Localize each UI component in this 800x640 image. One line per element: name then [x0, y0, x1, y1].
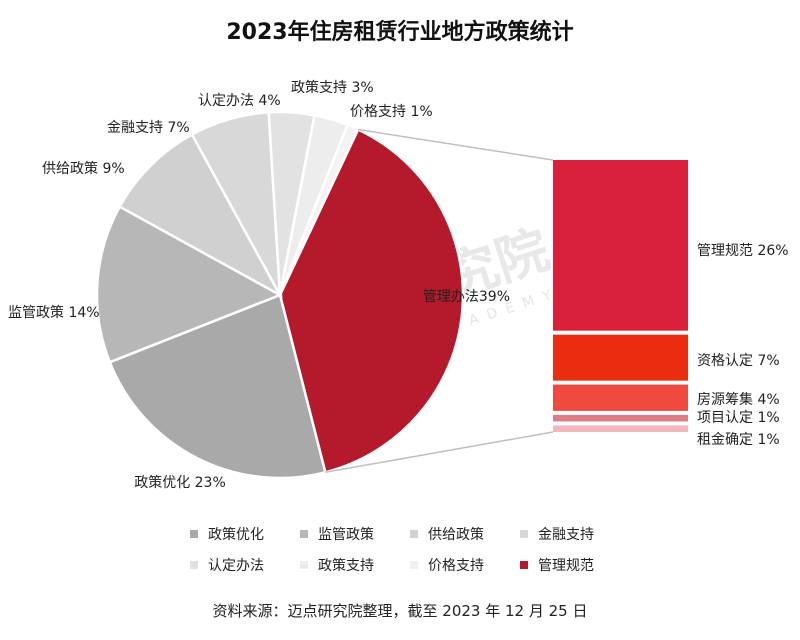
legend-swatch [300, 529, 308, 538]
connector-top [357, 128, 554, 161]
pie-label-4: 供给政策 9% [42, 160, 125, 177]
legend-swatch [190, 560, 198, 569]
legend-item: 价格支持 [410, 555, 520, 575]
bar-segment-5 [553, 425, 688, 432]
legend-item: 政策支持 [300, 555, 410, 575]
bar-segment-3 [553, 384, 688, 411]
legend-swatch [520, 560, 528, 569]
pie-label-2: 政策优化 23% [134, 474, 226, 491]
legend-label: 管理规范 [538, 557, 594, 574]
pie-label-1: 管理办法39% [423, 289, 510, 305]
legend-item: 供给政策 [410, 524, 520, 544]
legend-swatch [300, 560, 308, 569]
pie-slice-2 [108, 293, 327, 480]
legend-item: 金融支持 [520, 524, 630, 544]
chart-title: 2023年住房租赁行业地方政策统计 [226, 20, 574, 45]
pie-chart [95, 110, 465, 480]
pie-label-7: 政策支持 3% [291, 79, 374, 96]
pie-label-3: 监管政策 14% [8, 304, 100, 321]
bar-segment-4 [553, 414, 688, 422]
stacked-bar [553, 160, 688, 432]
legend-swatch [520, 529, 528, 538]
bar-label-4: 项目认定 1% [697, 410, 780, 426]
legend-label: 政策优化 [208, 526, 264, 543]
connector-lines [325, 128, 554, 474]
legend-row: 政策优化 监管政策 供给政策 金融支持 [190, 518, 630, 549]
legend-swatch [410, 560, 418, 569]
pie-slice-1 [278, 127, 465, 474]
legend-label: 供给政策 [428, 526, 484, 543]
pie-label-8: 价格支持 1% [350, 104, 433, 120]
bar-segment-2 [553, 334, 688, 381]
legend-label: 认定办法 [208, 557, 264, 574]
legend-swatch [410, 529, 418, 538]
connector-bottom [325, 431, 554, 474]
legend-label: 金融支持 [538, 526, 594, 543]
bar-label-3: 房源筹集 4% [697, 391, 780, 408]
legend-item: 管理规范 [520, 555, 630, 575]
legend-label: 政策支持 [318, 557, 374, 574]
pie-label-5: 金融支持 7% [107, 120, 190, 136]
bar-label-1: 管理规范 26% [697, 242, 789, 259]
pie-label-6: 认定办法 4% [198, 93, 281, 109]
data-labels: 管理办法39% 政策优化 23% 监管政策 14% 供给政策 9% 金融支持 7% 认定办… [8, 79, 789, 491]
source-note: 资料来源：迈点研究院整理，截至 2023 年 12 月 25 日 [212, 602, 588, 620]
pie-slice-3 [95, 204, 283, 364]
bar-label-2: 资格认定 7% [697, 353, 780, 369]
legend-label: 监管政策 [318, 526, 374, 543]
legend-item: 政策优化 [190, 524, 300, 544]
bar-segment-1 [553, 160, 688, 331]
legend-swatch [190, 529, 198, 538]
pie-slice-4 [118, 132, 284, 299]
bar-label-5: 租金确定 1% [697, 432, 780, 448]
legend-item: 监管政策 [300, 524, 410, 544]
legend-item: 认定办法 [190, 555, 300, 575]
legend: 政策优化 监管政策 供给政策 金融支持认定办法 政策支持 价格支持 管理规范 [190, 518, 630, 580]
pie-slice-8 [278, 123, 360, 296]
legend-row: 认定办法 政策支持 价格支持 管理规范 [190, 549, 630, 580]
legend-label: 价格支持 [428, 557, 484, 574]
